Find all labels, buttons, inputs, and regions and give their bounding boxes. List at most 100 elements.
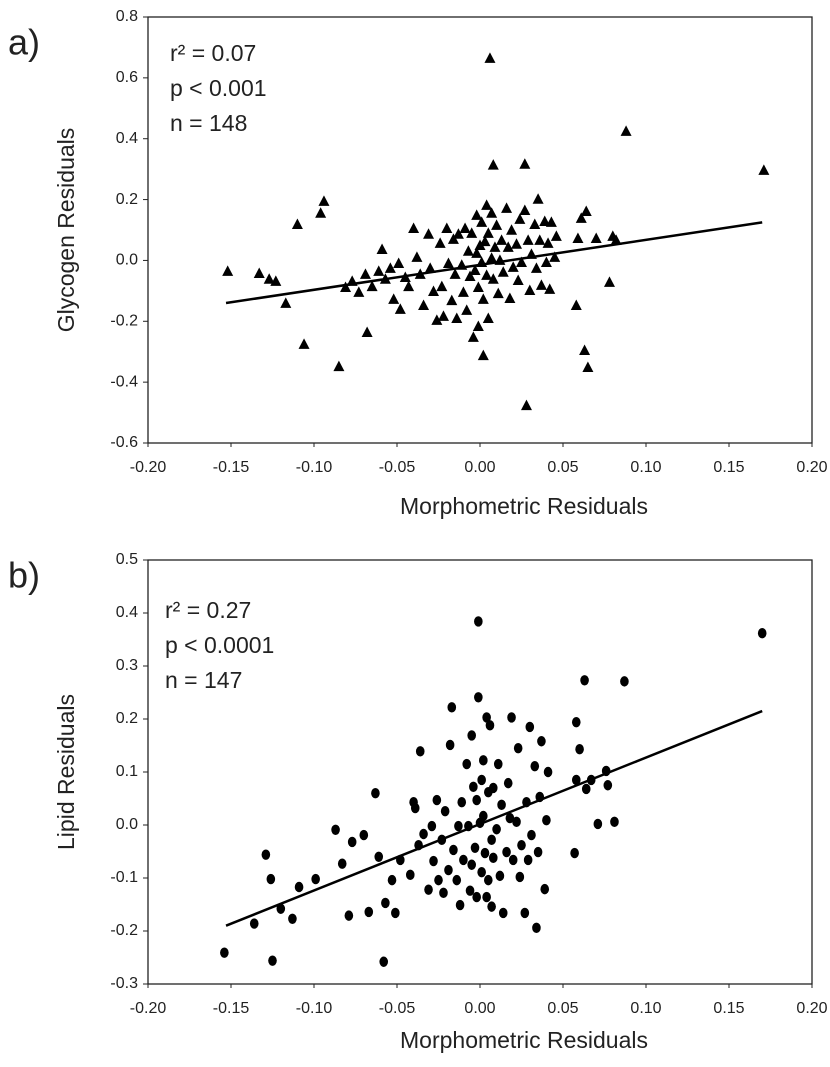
data-point [482, 712, 491, 723]
data-point [520, 399, 532, 411]
data-point [440, 806, 450, 817]
data-point [519, 158, 531, 169]
data-point [434, 237, 446, 248]
data-point [387, 874, 397, 886]
data-point [410, 802, 420, 814]
data-point [405, 869, 415, 881]
data-point [525, 721, 535, 733]
data-point [359, 829, 369, 841]
data-point [582, 361, 594, 373]
data-point [543, 766, 553, 778]
data-point [318, 195, 330, 206]
data-point [391, 907, 400, 919]
stat-annotation: r² = 0.27 [165, 597, 251, 623]
data-point [364, 906, 374, 918]
data-point [515, 871, 525, 883]
data-point [496, 234, 508, 245]
data-point [506, 224, 518, 235]
data-point [542, 237, 554, 248]
data-point [534, 234, 546, 245]
data-point [501, 202, 513, 213]
data-point [487, 159, 499, 170]
data-point [523, 854, 533, 866]
data-point [344, 910, 354, 921]
y-tick-label: 0.0 [116, 252, 138, 269]
data-point [620, 125, 632, 136]
data-point [340, 281, 352, 293]
data-point [524, 284, 536, 296]
data-point [333, 360, 345, 372]
data-point [484, 52, 496, 63]
data-point [472, 891, 481, 903]
y-tick-label: 0.2 [116, 191, 138, 208]
data-point [379, 956, 389, 967]
data-point [505, 812, 515, 824]
x-tick-label: 0.15 [713, 459, 744, 476]
data-point [492, 824, 501, 835]
stat-annotation: n = 148 [170, 110, 247, 136]
data-point [545, 216, 557, 227]
data-point [519, 204, 531, 216]
data-point [427, 820, 437, 832]
x-tick-label: 0.05 [547, 459, 578, 476]
y-tick-label: 0.4 [116, 130, 138, 147]
data-point [429, 855, 438, 867]
data-point [361, 326, 373, 338]
x-tick-label: 0.10 [630, 1000, 661, 1017]
data-point [476, 216, 488, 227]
data-point [482, 312, 494, 324]
data-point [512, 274, 524, 286]
data-point [477, 866, 486, 878]
data-point [474, 616, 483, 627]
data-point [253, 267, 265, 279]
data-point [459, 222, 471, 233]
data-point [575, 744, 584, 755]
data-point [544, 283, 556, 294]
data-point [497, 799, 506, 811]
stat-annotation: n = 147 [165, 667, 242, 693]
data-point [603, 276, 615, 287]
data-point [298, 338, 310, 349]
data-point [465, 885, 475, 896]
data-point [572, 232, 584, 244]
data-point [455, 899, 465, 911]
data-point [530, 262, 542, 273]
stat-annotation: p < 0.001 [170, 75, 267, 101]
y-tick-label: -0.4 [110, 373, 138, 390]
data-point [249, 918, 259, 929]
data-point [549, 251, 561, 262]
data-point [466, 227, 478, 238]
data-point [535, 279, 547, 290]
data-point [451, 312, 463, 324]
data-point [758, 164, 770, 175]
data-point [424, 884, 433, 895]
data-point [432, 794, 442, 806]
data-point [452, 874, 462, 886]
trend-line [225, 709, 763, 927]
y-axis-title: Glycogen Residuals [53, 128, 79, 333]
data-point [537, 736, 546, 747]
data-point [508, 854, 518, 866]
data-point [513, 742, 523, 754]
data-point [291, 218, 303, 230]
data-point [479, 810, 488, 822]
data-point [570, 299, 582, 310]
data-point [488, 782, 498, 794]
data-point [593, 818, 603, 830]
data-point [474, 692, 483, 703]
data-point [220, 947, 229, 958]
data-point [373, 265, 385, 276]
y-axis-title: Lipid Residuals [53, 694, 79, 850]
data-point [459, 854, 468, 866]
data-point [467, 859, 477, 870]
data-point [522, 234, 534, 245]
data-point [539, 215, 551, 226]
data-point [462, 758, 472, 770]
data-point [457, 286, 469, 297]
data-point [446, 294, 458, 306]
data-point [408, 222, 420, 233]
data-point [472, 794, 481, 806]
data-point [571, 716, 581, 728]
data-point [484, 874, 493, 886]
